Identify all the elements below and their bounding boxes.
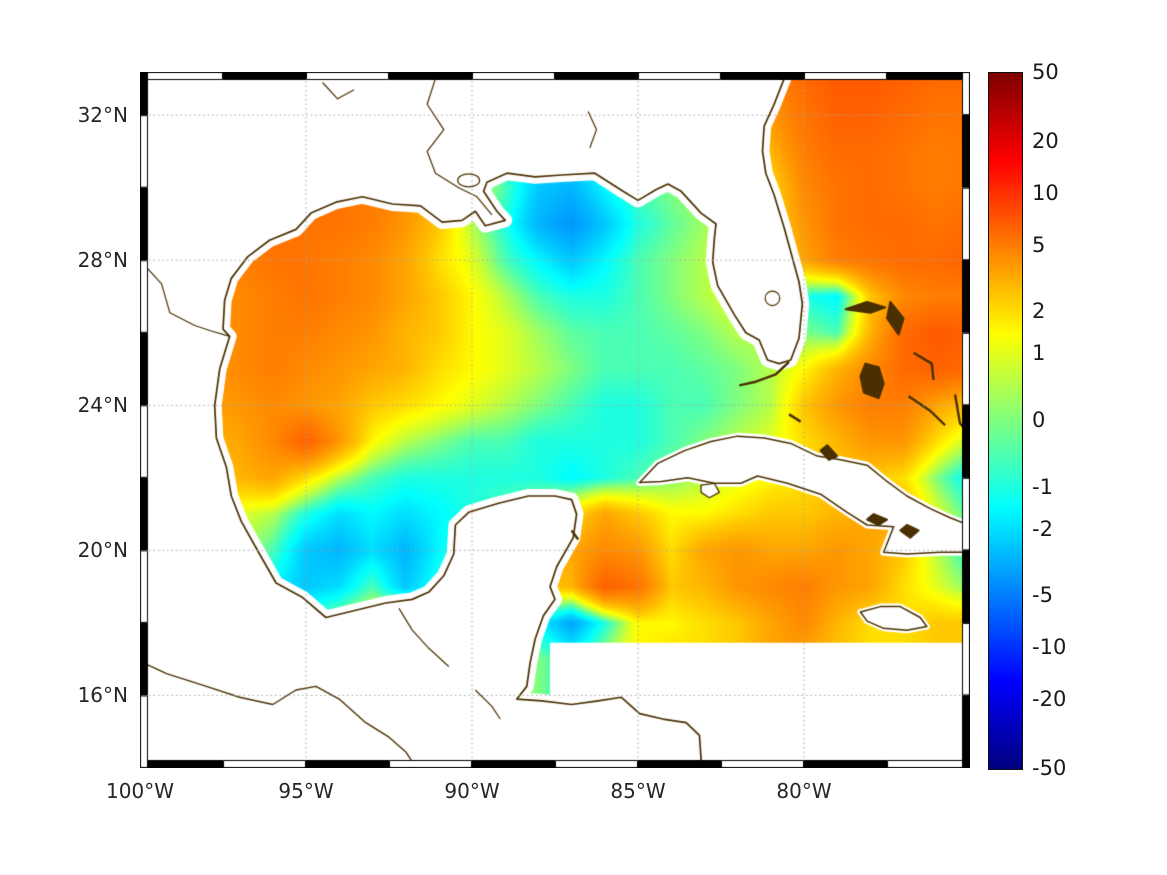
colorbar-tick-label: -2: [1032, 517, 1053, 542]
y-tick-label: 28°N: [77, 248, 128, 273]
colorbar-tick-label: 50: [1032, 60, 1059, 84]
y-tick-label: 16°N: [77, 683, 128, 708]
colorbar-tick-label: -20: [1032, 686, 1067, 711]
colorbar-tick-label: -50: [1032, 756, 1067, 780]
colorbar-tick-label: 5: [1032, 233, 1046, 258]
y-tick-label: 32°N: [77, 103, 128, 128]
x-tick-label: 85°W: [610, 779, 666, 803]
map-heatmap-canvas: [140, 72, 970, 768]
y-tick-label: 20°N: [77, 538, 128, 563]
x-tick-label: 80°W: [776, 779, 832, 803]
x-tick-label: 90°W: [444, 779, 500, 803]
x-tick-label: 100°W: [106, 779, 174, 803]
colorbar-tick-label: 2: [1032, 298, 1046, 323]
x-tick-label: 95°W: [278, 779, 334, 803]
colorbar-canvas: [988, 72, 1023, 770]
colorbar-tick-label: 10: [1032, 181, 1059, 206]
colorbar-tick-label: -1: [1032, 474, 1053, 499]
colorbar-tick-label: 0: [1032, 408, 1046, 432]
colorbar-tick-label: -5: [1032, 582, 1053, 607]
colorbar-tick-label: 1: [1032, 341, 1046, 366]
colorbar-tick-label: 20: [1032, 129, 1059, 154]
colorbar-tick-label: -10: [1032, 634, 1067, 659]
y-tick-label: 24°N: [77, 393, 128, 418]
